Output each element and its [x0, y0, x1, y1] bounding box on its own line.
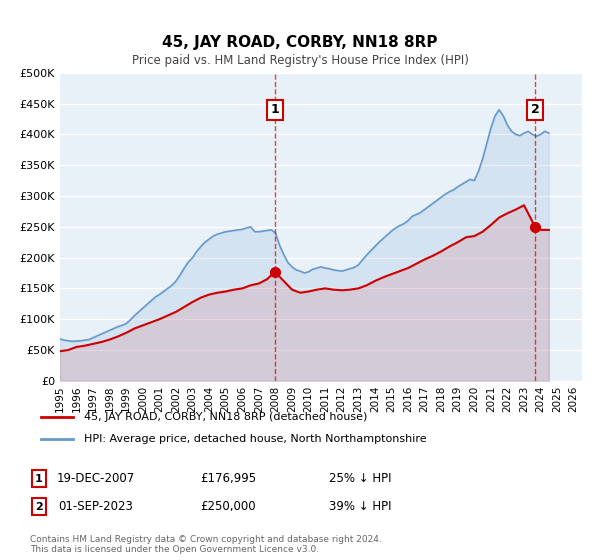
- Text: 01-SEP-2023: 01-SEP-2023: [59, 500, 133, 514]
- Text: Price paid vs. HM Land Registry's House Price Index (HPI): Price paid vs. HM Land Registry's House …: [131, 54, 469, 67]
- Text: 19-DEC-2007: 19-DEC-2007: [57, 472, 135, 486]
- Text: 2: 2: [35, 502, 43, 512]
- Text: 39% ↓ HPI: 39% ↓ HPI: [329, 500, 391, 514]
- Text: HPI: Average price, detached house, North Northamptonshire: HPI: Average price, detached house, Nort…: [84, 434, 427, 444]
- Text: £176,995: £176,995: [200, 472, 256, 486]
- Text: 45, JAY ROAD, CORBY, NN18 8RP (detached house): 45, JAY ROAD, CORBY, NN18 8RP (detached …: [84, 413, 367, 422]
- Text: £250,000: £250,000: [200, 500, 256, 514]
- Text: 2: 2: [531, 103, 539, 116]
- Text: 25% ↓ HPI: 25% ↓ HPI: [329, 472, 391, 486]
- Text: 1: 1: [271, 103, 280, 116]
- Text: 1: 1: [35, 474, 43, 484]
- Text: Contains HM Land Registry data © Crown copyright and database right 2024.
This d: Contains HM Land Registry data © Crown c…: [30, 535, 382, 554]
- Text: 45, JAY ROAD, CORBY, NN18 8RP: 45, JAY ROAD, CORBY, NN18 8RP: [162, 35, 438, 50]
